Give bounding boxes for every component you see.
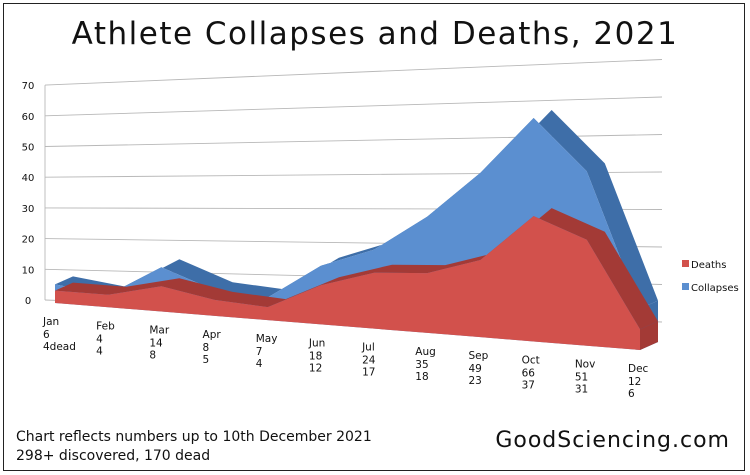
collapses-count-jul: 24	[362, 355, 376, 367]
month-name-dec: Dec	[628, 363, 649, 375]
month-name-jun: Jun	[308, 337, 325, 349]
series-deaths	[55, 216, 640, 350]
collapses-count-feb: 4	[96, 333, 103, 345]
month-name-aug: Aug	[415, 346, 436, 358]
deaths-count-dec: 6	[628, 388, 635, 400]
collapses-count-apr: 8	[203, 342, 210, 354]
deaths-count-sep: 23	[468, 375, 481, 387]
y-tick-50: 50	[22, 143, 35, 154]
footnote: Chart reflects numbers up to 10th Decemb…	[16, 428, 372, 466]
month-name-apr: Apr	[203, 329, 222, 341]
month-name-jul: Jul	[361, 342, 375, 354]
collapses-count-sep: 49	[468, 363, 481, 375]
month-name-feb: Feb	[96, 320, 115, 332]
legend-label-deaths: Deaths	[691, 260, 726, 271]
month-name-mar: Mar	[149, 325, 169, 337]
gridline-60	[44, 96, 663, 117]
legend-swatch-collapses	[682, 283, 689, 290]
collapses-count-aug: 35	[415, 359, 428, 371]
month-name-jan: Jan	[42, 316, 59, 328]
deaths-count-jun: 12	[309, 362, 322, 374]
month-name-oct: Oct	[522, 354, 540, 366]
legend-label-collapses: Collapses	[691, 283, 739, 294]
y-tick-20: 20	[22, 235, 35, 246]
y-tick-10: 10	[22, 265, 35, 276]
y-tick-60: 60	[22, 112, 35, 123]
deaths-count-jul: 17	[362, 367, 375, 379]
chart-title: Athlete Collapses and Deaths, 2021	[71, 16, 679, 52]
collapses-count-mar: 14	[149, 338, 163, 350]
collapses-count-oct: 66	[522, 367, 536, 379]
y-tick-40: 40	[22, 173, 35, 184]
month-name-may: May	[256, 333, 278, 345]
deaths-count-nov: 31	[575, 384, 588, 396]
deaths-count-may: 4	[256, 358, 263, 370]
deaths-count-apr: 5	[203, 354, 210, 366]
y-tick-30: 30	[22, 204, 35, 215]
month-name-nov: Nov	[575, 359, 596, 371]
legend-swatch-deaths	[682, 260, 689, 267]
collapses-count-jun: 18	[309, 350, 322, 362]
collapses-count-dec: 12	[628, 376, 641, 388]
deaths-count-mar: 8	[149, 350, 156, 362]
month-name-sep: Sep	[468, 350, 488, 362]
footnote-line-2: 298+ discovered, 170 dead	[16, 448, 211, 464]
deaths-count-feb: 4	[96, 345, 103, 357]
deaths-count-jan: 4dead	[43, 341, 76, 353]
series-deaths-end-face	[640, 321, 658, 350]
collapses-count-nov: 51	[575, 372, 588, 384]
deaths-count-oct: 37	[522, 379, 535, 391]
y-tick-70: 70	[22, 81, 35, 92]
y-tick-0: 0	[25, 296, 31, 307]
deaths-count-aug: 18	[415, 371, 428, 383]
footnote-line-1: Chart reflects numbers up to 10th Decemb…	[16, 429, 372, 445]
gridline-70	[44, 59, 663, 86]
collapses-count-jan: 6	[43, 329, 50, 341]
collapses-count-may: 7	[256, 346, 263, 358]
source-credit: GoodSciencing.com	[495, 428, 730, 453]
